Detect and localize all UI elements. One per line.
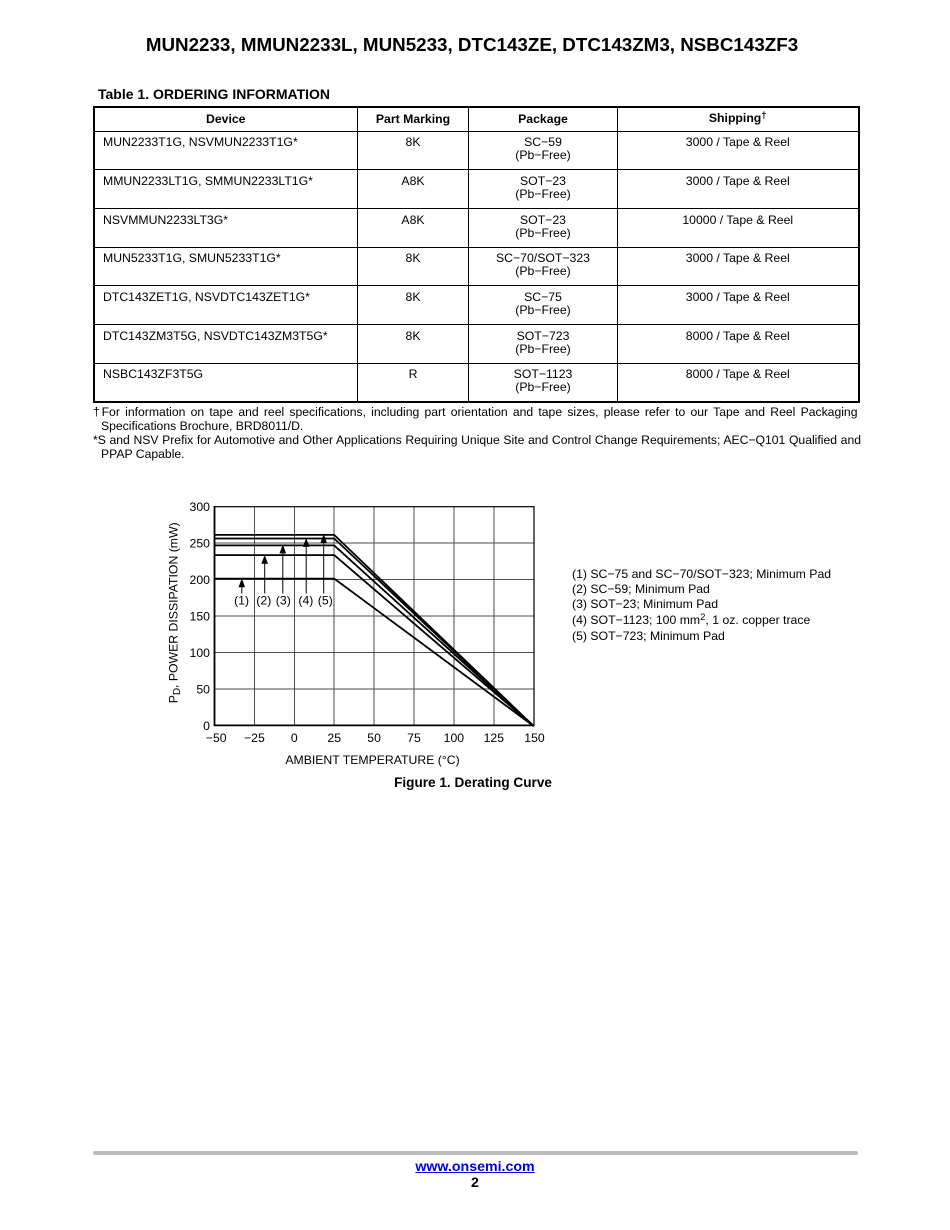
- svg-text:75: 75: [407, 731, 421, 745]
- svg-text:PD, POWER DISSIPATION (mW): PD, POWER DISSIPATION (mW): [167, 522, 184, 703]
- svg-text:0: 0: [203, 719, 210, 733]
- svg-text:100: 100: [190, 646, 211, 660]
- svg-text:50: 50: [367, 731, 381, 745]
- svg-text:50: 50: [196, 682, 210, 696]
- svg-text:150: 150: [190, 610, 211, 624]
- svg-text:(1): (1): [234, 594, 249, 608]
- svg-text:(5): (5): [318, 594, 333, 608]
- svg-text:125: 125: [484, 731, 505, 745]
- svg-text:100: 100: [444, 731, 465, 745]
- svg-text:0: 0: [291, 731, 298, 745]
- svg-text:(4): (4): [298, 594, 313, 608]
- svg-text:250: 250: [190, 537, 211, 551]
- svg-text:150: 150: [524, 731, 545, 745]
- svg-text:−25: −25: [244, 731, 265, 745]
- svg-text:25: 25: [327, 731, 341, 745]
- svg-text:200: 200: [190, 573, 211, 587]
- svg-text:(3): (3): [276, 594, 291, 608]
- svg-text:(2): (2): [256, 594, 271, 608]
- svg-text:−50: −50: [206, 731, 227, 745]
- svg-text:300: 300: [190, 500, 211, 514]
